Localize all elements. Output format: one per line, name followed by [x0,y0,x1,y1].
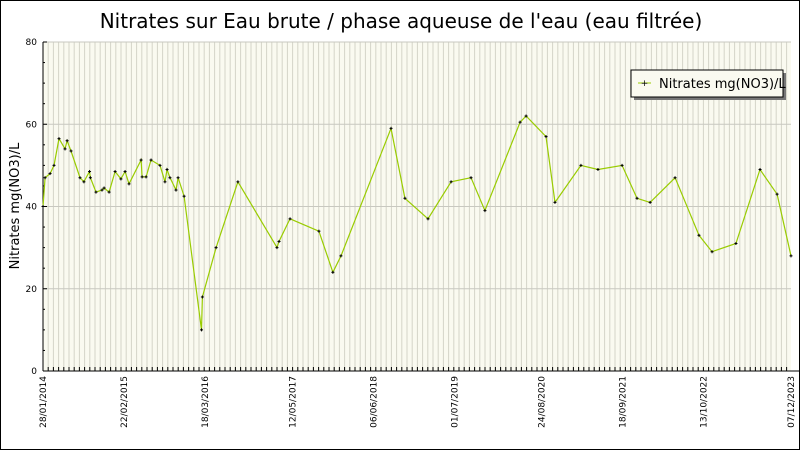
x-tick-label: 12/05/2017 [288,376,298,428]
data-point [119,177,123,181]
data-point [82,180,86,184]
data-point [88,170,92,174]
data-point [275,246,279,250]
data-point [200,328,204,332]
data-point [41,205,45,208]
data-point [389,126,393,130]
data-point [168,176,172,180]
data-point [144,175,148,179]
data-point [165,167,169,171]
data-point [63,147,67,151]
data-point [734,242,738,246]
series-nitrates [41,114,793,332]
data-point [673,176,677,180]
data-point [789,254,793,258]
data-point [331,270,335,274]
legend: + Nitrates mg(NO3)/L [630,69,786,100]
data-point [163,180,167,184]
legend-marker: + [641,79,649,89]
x-tick-label: 22/02/2015 [120,376,130,428]
data-point [339,254,343,258]
data-point [483,209,487,213]
x-tick-label: 18/09/2021 [619,376,629,428]
data-point [57,137,61,141]
y-tick-label: 20 [26,285,38,295]
data-point [78,176,82,180]
data-point [182,194,186,198]
data-point [214,246,218,250]
data-point [403,196,407,200]
x-tick-label: 24/08/2020 [538,376,548,428]
data-point [100,188,104,192]
data-point [758,167,762,171]
data-point [710,250,714,254]
data-point [88,176,92,180]
data-point [65,139,69,143]
x-tick-label: 13/10/2022 [700,376,710,428]
data-point [469,176,473,180]
data-point [524,114,528,118]
data-point [518,120,522,124]
x-tick-label: 07/12/2023 [787,376,797,428]
data-point [288,217,292,221]
data-point [140,175,144,179]
data-point [596,167,600,171]
data-point [48,172,52,176]
data-point [149,158,153,162]
data-point [426,217,430,221]
data-point [94,190,98,194]
data-point [174,188,178,192]
x-tick-label: 18/03/2016 [201,376,211,428]
data-point [176,176,180,180]
data-point [317,229,321,233]
legend-label: Nitrates mg(NO3)/L [659,77,786,92]
data-point [697,233,701,237]
y-tick-label: 60 [26,120,38,130]
y-tick-label: 80 [26,38,38,48]
data-point [635,196,639,200]
x-tick-label: 06/06/2018 [369,376,379,428]
data-point [102,186,106,190]
data-point [579,163,583,167]
data-point [158,163,162,167]
data-point [113,170,117,174]
data-point [107,190,111,194]
data-point [544,135,548,139]
y-axis-label: Nitrates mg(NO3)/L [8,142,23,269]
y-tick-label: 0 [31,367,37,377]
chart-title: Nitrates sur Eau brute / phase aqueuse d… [100,9,703,33]
data-point [620,163,624,167]
data-point [648,200,652,204]
data-point [43,176,47,180]
data-point [69,149,73,153]
data-point [127,182,131,186]
data-point [775,192,779,196]
data-point [52,163,56,167]
data-point [139,158,143,162]
data-point [123,170,127,174]
data-point [277,239,281,243]
data-point [200,295,204,299]
y-tick-label: 40 [26,203,38,213]
data-point [553,200,557,204]
x-tick-label: 28/01/2014 [39,376,49,428]
x-tick-label: 01/07/2019 [450,376,460,428]
data-point [449,180,453,184]
data-point [236,180,240,184]
